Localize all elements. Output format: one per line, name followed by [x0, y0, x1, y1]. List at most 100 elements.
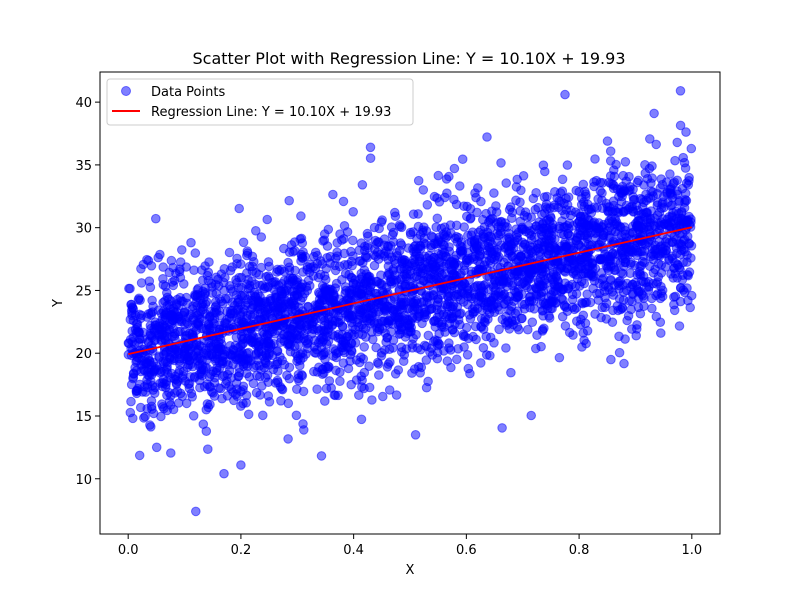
data-point [369, 260, 380, 271]
data-point [446, 362, 456, 373]
data-point [283, 280, 294, 290]
data-point [229, 395, 239, 406]
data-point [605, 146, 616, 156]
data-point [430, 315, 441, 326]
data-point [676, 245, 687, 256]
data-point [332, 317, 343, 327]
data-point [434, 232, 444, 243]
data-point [181, 398, 192, 409]
data-point [567, 289, 578, 300]
data-point [170, 371, 181, 382]
data-point [480, 279, 490, 290]
data-point [672, 186, 682, 196]
data-point [394, 312, 405, 322]
data-point [378, 316, 388, 327]
data-point [522, 212, 533, 222]
data-point [386, 279, 397, 289]
data-point [188, 411, 199, 421]
data-point [504, 237, 515, 247]
data-point [264, 329, 274, 339]
data-point [478, 343, 489, 353]
data-point [136, 278, 147, 288]
data-point [451, 220, 462, 231]
data-point [550, 234, 560, 244]
data-point [603, 207, 614, 217]
data-point [263, 391, 274, 401]
data-point [165, 311, 176, 321]
data-point [494, 324, 504, 335]
data-point [247, 251, 258, 262]
data-point [614, 280, 624, 291]
data-point-outlier [675, 86, 686, 96]
data-point [575, 230, 586, 240]
data-point [553, 277, 564, 287]
data-point [353, 329, 364, 339]
data-point [581, 191, 591, 202]
data-point [365, 153, 376, 163]
data-point [183, 379, 194, 390]
data-point [335, 376, 345, 387]
data-point [539, 192, 550, 202]
data-point [513, 255, 524, 266]
data-point [177, 245, 187, 255]
data-point [600, 249, 610, 260]
data-point [321, 331, 332, 342]
data-point [453, 344, 463, 354]
data-point [669, 305, 680, 316]
data-point [619, 261, 629, 272]
data-point [401, 344, 412, 354]
data-point [481, 208, 491, 219]
data-point [402, 314, 413, 325]
data-point [496, 216, 507, 227]
data-point [411, 329, 421, 340]
data-point [606, 179, 616, 189]
data-point [247, 337, 257, 348]
data-point [537, 263, 547, 274]
data-point [612, 207, 623, 217]
legend: Data Points Regression Line: Y = 10.10X … [106, 78, 414, 126]
data-point [507, 213, 517, 223]
data-point [672, 273, 683, 283]
data-point [179, 348, 190, 359]
data-point [125, 407, 136, 418]
data-point [572, 316, 582, 327]
data-point [487, 213, 498, 224]
data-point [405, 266, 415, 276]
data-point [197, 360, 208, 371]
data-point [232, 253, 242, 264]
data-point [398, 293, 409, 304]
data-point [369, 318, 380, 329]
data-point [548, 219, 558, 230]
data-point [482, 132, 492, 142]
data-point [478, 229, 489, 239]
data-point [627, 279, 638, 290]
data-point [533, 239, 543, 250]
data-point [283, 434, 293, 444]
data-point [645, 134, 655, 144]
data-point-outlier [410, 430, 421, 440]
data-point [641, 189, 651, 200]
data-point [545, 203, 555, 213]
data-point [563, 281, 574, 291]
data-point [136, 264, 146, 274]
data-point [473, 296, 483, 307]
data-point [579, 278, 590, 289]
data-point [367, 395, 377, 405]
data-point [147, 369, 157, 380]
data-point [528, 296, 539, 307]
x-axis-label: X [406, 563, 415, 578]
data-point [434, 197, 445, 207]
data-point [316, 342, 327, 353]
data-point [518, 171, 529, 181]
data-point [213, 274, 223, 285]
data-point [491, 207, 502, 217]
data-point [412, 233, 422, 244]
data-point [545, 211, 556, 222]
data-point [168, 323, 178, 334]
data-point [323, 224, 334, 235]
data-point [275, 306, 285, 316]
data-point [362, 228, 373, 239]
data-point [186, 237, 196, 248]
data-point [358, 354, 369, 364]
data-point [560, 257, 571, 268]
